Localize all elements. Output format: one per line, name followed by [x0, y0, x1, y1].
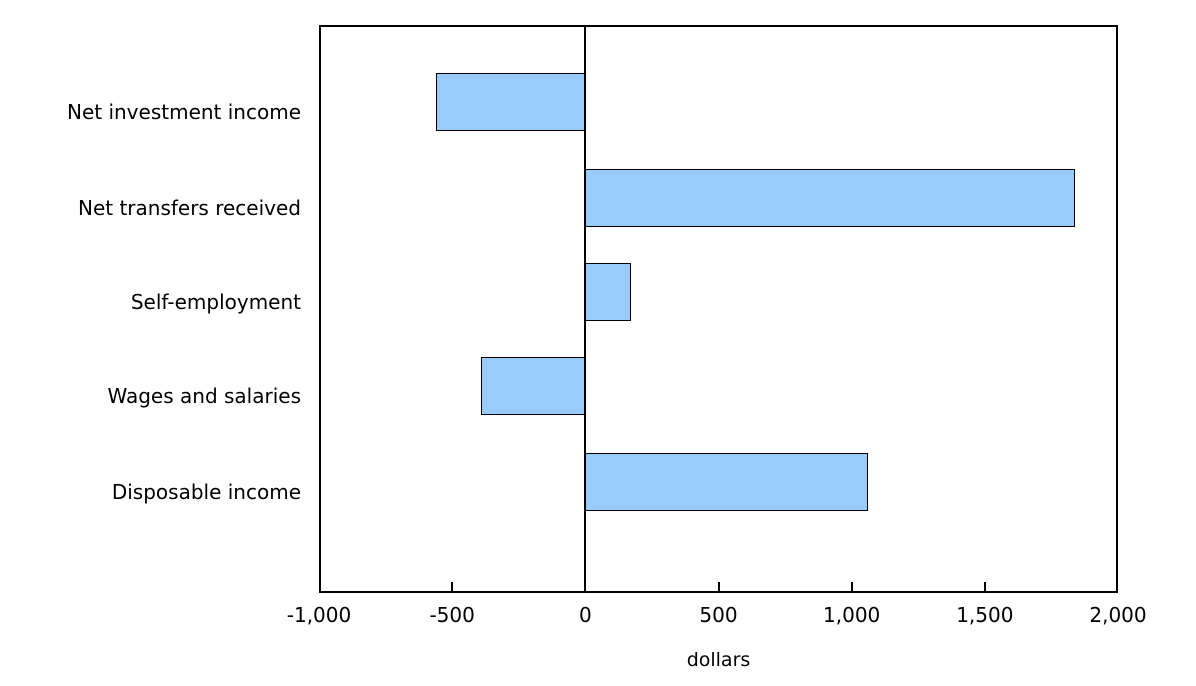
bar-self-employment — [585, 263, 631, 321]
category-label-net-investment-income: Net investment income — [66, 100, 301, 124]
x-tick — [451, 582, 454, 591]
plot-area — [319, 25, 1118, 593]
x-tick-label: 2,000 — [1089, 603, 1147, 627]
x-tick — [850, 582, 853, 591]
x-tick-label: -1,000 — [286, 603, 352, 627]
bar-net-transfers-received — [585, 168, 1076, 227]
x-tick — [717, 582, 720, 591]
x-tick-label: 1,500 — [956, 603, 1014, 627]
x-tick — [983, 582, 986, 591]
bar-disposable-income — [585, 453, 868, 511]
x-tick-label: 500 — [699, 603, 738, 627]
x-axis-title: dollars — [686, 649, 751, 671]
category-label-net-transfers-received: Net transfers received — [77, 195, 301, 220]
x-tick-label: 1,000 — [823, 603, 881, 627]
category-label-wages-and-salaries: Wages and salaries — [107, 384, 301, 408]
bar-net-investment-income — [436, 73, 586, 131]
x-tick-label: 0 — [578, 603, 592, 627]
category-label-disposable-income: Disposable income — [111, 480, 301, 504]
category-label-self-employment: Self-employment — [130, 290, 301, 314]
bar-wages-and-salaries — [481, 357, 586, 415]
x-tick-label: -500 — [429, 603, 475, 627]
